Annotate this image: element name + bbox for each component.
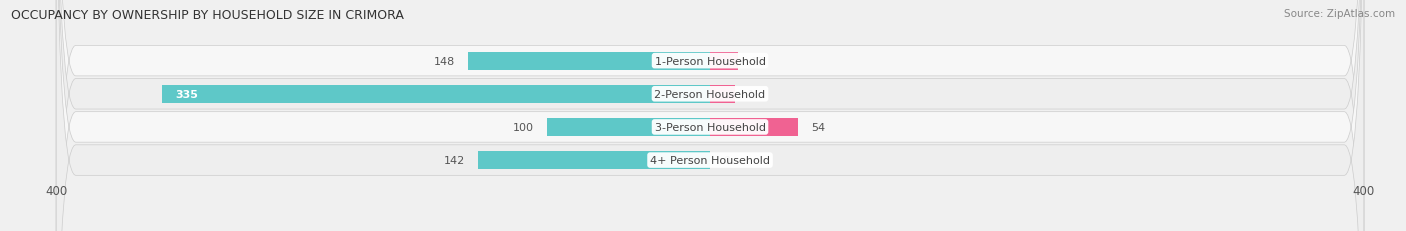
Bar	[710, 52, 738, 70]
FancyBboxPatch shape	[56, 0, 1364, 231]
Text: OCCUPANCY BY OWNERSHIP BY HOUSEHOLD SIZE IN CRIMORA: OCCUPANCY BY OWNERSHIP BY HOUSEHOLD SIZE…	[11, 9, 404, 22]
Text: Source: ZipAtlas.com: Source: ZipAtlas.com	[1284, 9, 1395, 19]
Bar	[468, 52, 710, 70]
Text: 54: 54	[811, 122, 825, 132]
Bar	[468, 52, 710, 70]
Text: 1-Person Household: 1-Person Household	[655, 56, 765, 66]
Text: 2-Person Household: 2-Person Household	[654, 89, 766, 99]
Bar	[710, 118, 799, 137]
Bar	[710, 85, 734, 103]
Text: 0: 0	[723, 155, 730, 165]
FancyBboxPatch shape	[56, 0, 1364, 231]
Bar	[710, 118, 799, 137]
Text: 142: 142	[444, 155, 465, 165]
Text: 15: 15	[748, 89, 762, 99]
Bar	[710, 85, 734, 103]
Text: 100: 100	[513, 122, 533, 132]
Bar	[478, 151, 710, 170]
Bar	[478, 151, 710, 170]
Text: 148: 148	[434, 56, 456, 66]
FancyBboxPatch shape	[56, 0, 1364, 231]
Bar	[710, 52, 738, 70]
Text: 17: 17	[751, 56, 765, 66]
Bar	[163, 85, 710, 103]
Text: 335: 335	[176, 89, 198, 99]
FancyBboxPatch shape	[56, 0, 1364, 231]
Text: 3-Person Household: 3-Person Household	[655, 122, 765, 132]
Bar	[163, 85, 710, 103]
Bar	[547, 118, 710, 137]
Text: 4+ Person Household: 4+ Person Household	[650, 155, 770, 165]
Bar	[547, 118, 710, 137]
